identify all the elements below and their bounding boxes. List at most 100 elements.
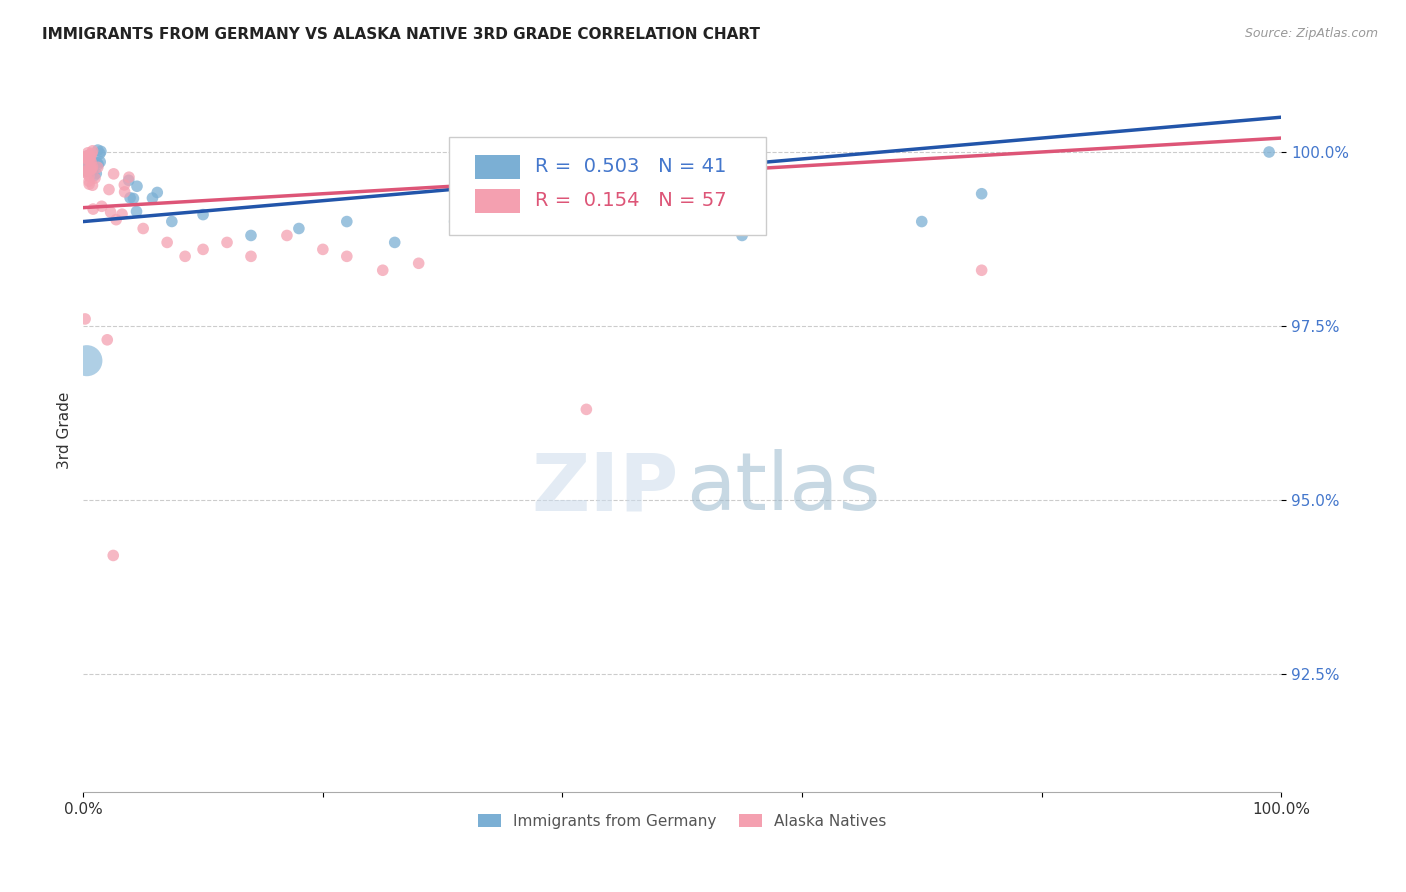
Point bbox=[970, 263, 993, 277]
Point bbox=[75, 164, 97, 178]
Point bbox=[141, 191, 163, 205]
Point bbox=[575, 402, 598, 417]
Point bbox=[80, 149, 103, 163]
Point bbox=[79, 153, 101, 168]
Text: R =  0.503   N = 41: R = 0.503 N = 41 bbox=[534, 157, 727, 177]
Point bbox=[384, 235, 406, 250]
Point bbox=[911, 214, 934, 228]
Point bbox=[312, 243, 335, 257]
Point bbox=[82, 144, 104, 158]
Point bbox=[371, 263, 394, 277]
Point bbox=[114, 185, 136, 199]
Y-axis label: 3rd Grade: 3rd Grade bbox=[58, 392, 72, 469]
Text: ZIP: ZIP bbox=[531, 449, 679, 527]
Point bbox=[1258, 145, 1281, 159]
Point bbox=[89, 154, 111, 169]
Point bbox=[84, 166, 107, 180]
Point bbox=[87, 157, 110, 171]
Point bbox=[970, 186, 993, 201]
Point bbox=[98, 183, 121, 197]
Point bbox=[90, 199, 112, 213]
Point bbox=[80, 146, 103, 161]
Point bbox=[90, 145, 112, 159]
Point bbox=[79, 162, 101, 177]
Point bbox=[146, 186, 169, 200]
Point bbox=[82, 156, 104, 170]
Point bbox=[103, 549, 125, 563]
Point bbox=[156, 235, 179, 250]
Point bbox=[288, 221, 311, 235]
Point bbox=[100, 205, 122, 219]
Point bbox=[191, 243, 214, 257]
Point bbox=[82, 158, 104, 172]
Point bbox=[191, 208, 214, 222]
Point bbox=[84, 171, 107, 186]
Point bbox=[80, 154, 103, 169]
Point bbox=[240, 249, 263, 263]
Bar bbox=[475, 155, 520, 179]
Point bbox=[111, 207, 134, 221]
Point bbox=[76, 353, 98, 368]
Point bbox=[77, 145, 100, 160]
Point bbox=[76, 149, 98, 163]
Point bbox=[76, 157, 98, 171]
Point bbox=[75, 150, 97, 164]
Point bbox=[96, 333, 118, 347]
Point bbox=[83, 169, 105, 183]
Point bbox=[87, 143, 110, 157]
Point bbox=[80, 162, 103, 177]
Point bbox=[443, 214, 465, 228]
Point bbox=[105, 212, 128, 227]
Point bbox=[77, 163, 100, 178]
Point bbox=[77, 169, 100, 184]
Point bbox=[515, 208, 537, 222]
Point bbox=[103, 167, 125, 181]
Point bbox=[118, 173, 141, 187]
Point bbox=[76, 149, 98, 163]
Point bbox=[77, 149, 100, 163]
Point bbox=[82, 178, 104, 193]
Point bbox=[82, 160, 104, 174]
Point bbox=[87, 161, 110, 175]
Point bbox=[80, 161, 103, 176]
Point bbox=[160, 214, 183, 228]
Point bbox=[82, 163, 104, 178]
Point bbox=[132, 221, 155, 235]
Point bbox=[79, 161, 101, 176]
Point bbox=[77, 149, 100, 163]
Point bbox=[77, 174, 100, 188]
Point bbox=[76, 154, 98, 169]
Point bbox=[89, 146, 111, 161]
Point bbox=[75, 312, 97, 326]
Point bbox=[82, 166, 104, 180]
Point bbox=[79, 150, 101, 164]
Point bbox=[240, 228, 263, 243]
Point bbox=[125, 179, 148, 194]
Point bbox=[731, 228, 754, 243]
Point bbox=[118, 170, 141, 185]
Point bbox=[125, 204, 148, 219]
Text: Source: ZipAtlas.com: Source: ZipAtlas.com bbox=[1244, 27, 1378, 40]
Point bbox=[174, 249, 197, 263]
Point bbox=[82, 202, 104, 216]
Bar bbox=[475, 189, 520, 213]
Point bbox=[112, 178, 135, 192]
Point bbox=[120, 191, 142, 205]
Point bbox=[86, 155, 108, 169]
Point bbox=[76, 152, 98, 166]
Point bbox=[77, 177, 100, 191]
Point bbox=[215, 235, 238, 250]
Point bbox=[276, 228, 298, 243]
Point bbox=[80, 161, 103, 176]
Legend: Immigrants from Germany, Alaska Natives: Immigrants from Germany, Alaska Natives bbox=[471, 807, 893, 835]
FancyBboxPatch shape bbox=[449, 137, 766, 235]
Point bbox=[408, 256, 430, 270]
Point bbox=[76, 166, 98, 180]
Point bbox=[336, 214, 359, 228]
Point bbox=[76, 158, 98, 172]
Text: IMMIGRANTS FROM GERMANY VS ALASKA NATIVE 3RD GRADE CORRELATION CHART: IMMIGRANTS FROM GERMANY VS ALASKA NATIVE… bbox=[42, 27, 761, 42]
Point bbox=[76, 149, 98, 163]
Point bbox=[77, 153, 100, 167]
Point bbox=[79, 152, 101, 166]
Point bbox=[122, 191, 145, 205]
